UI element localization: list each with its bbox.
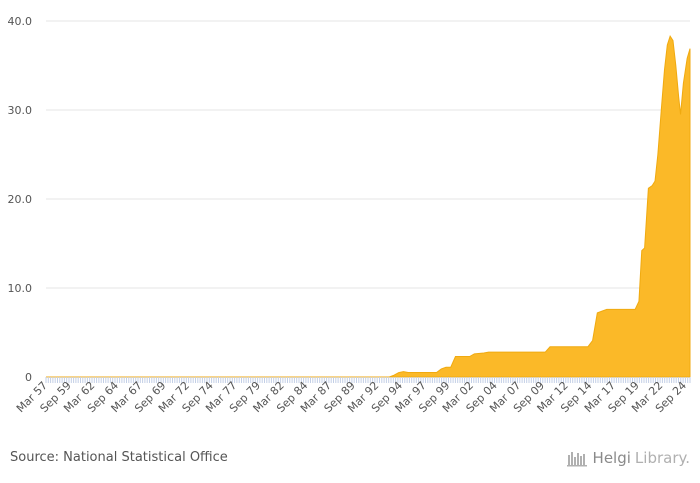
- library-icon: [566, 452, 587, 467]
- y-tick-label: 20.0: [8, 193, 33, 206]
- y-tick-label: 30.0: [8, 104, 33, 117]
- area-series: [46, 34, 691, 378]
- y-tick-label: 40.0: [8, 15, 33, 28]
- y-tick-label: 10.0: [8, 282, 33, 295]
- x-minor-ticks: [45, 377, 691, 383]
- y-tick-labels: 0 10.0 20.0 30.0 40.0: [8, 15, 33, 384]
- brand-logo: Helgi Library.: [566, 449, 690, 467]
- brand-name-part2: Library.: [634, 449, 690, 467]
- brand-name-part1: Helgi: [592, 449, 631, 467]
- source-note: Source: National Statistical Office: [10, 450, 228, 465]
- series-area: [46, 34, 691, 378]
- y-tick-label: 0: [25, 371, 32, 384]
- gridlines: [46, 20, 690, 378]
